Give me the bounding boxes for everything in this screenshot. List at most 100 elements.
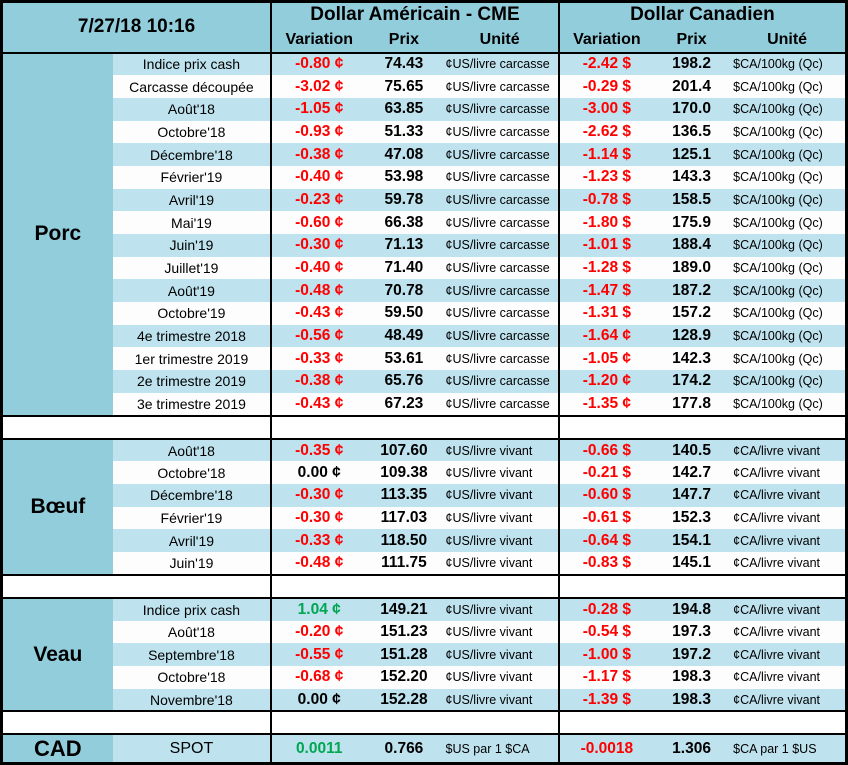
ca-price-cell: 187.2: [653, 279, 730, 303]
row-label-cell: Juin'19: [112, 234, 272, 257]
us-price-cell: 59.78: [366, 188, 442, 212]
row-label-cell: 4e trimestre 2018: [112, 324, 272, 348]
ca-price-cell: 143.3: [653, 165, 730, 189]
us-variation-cell: -3.02 ¢: [270, 75, 367, 98]
us-unit-cell: ¢US/livre carcasse: [441, 120, 559, 144]
ca-unit-cell: $CA/100kg (Qc): [729, 392, 847, 416]
ca-price-cell: 147.7: [653, 484, 730, 507]
table-row: Juin'19 -0.48 ¢ 111.75 ¢US/livre vivant …: [2, 552, 847, 575]
ca-unit-cell: ¢CA/livre vivant: [729, 665, 847, 689]
ca-unit-cell: $CA/100kg (Qc): [729, 347, 847, 371]
ca-variation-cell: -0.54 $: [557, 620, 654, 644]
us-price-cell: 151.23: [366, 620, 442, 644]
row-label-cell: Décembre'18: [112, 143, 272, 166]
section-veau: Veau Indice prix cash 1.04 ¢ 149.21 ¢US/l…: [1, 597, 847, 712]
table-row: Août'19 -0.48 ¢ 70.78 ¢US/livre carcasse…: [2, 279, 847, 303]
table-row: Avril'19 -0.23 ¢ 59.78 ¢US/livre carcass…: [2, 188, 847, 212]
ca-price-cell: 175.9: [653, 211, 730, 234]
us-unit-cell: ¢US/livre carcasse: [441, 52, 559, 76]
us-variation-cell: -1.05 ¢: [270, 97, 367, 121]
us-variation-cell: -0.48 ¢: [270, 552, 367, 575]
us-price-cell: 109.38: [366, 461, 442, 485]
us-price-cell: 74.43: [366, 52, 442, 76]
table-row: Octobre'19 -0.43 ¢ 59.50 ¢US/livre carca…: [2, 302, 847, 325]
us-variation-cell: -0.93 ¢: [270, 120, 367, 144]
us-variation-cell: -0.38 ¢: [270, 143, 367, 166]
ca-variation-cell: -1.14 $: [557, 143, 654, 166]
row-label-cell: Août'18: [112, 97, 272, 121]
section-gap: [1, 414, 847, 440]
ca-unit-cell: $CA/100kg (Qc): [729, 75, 847, 98]
category-cell: CAD: [1, 734, 113, 764]
ca-unit-cell: ¢CA/livre vivant: [729, 552, 847, 575]
us-price-cell: 107.60: [366, 438, 442, 462]
row-label-cell: Septembre'18: [112, 643, 272, 666]
table-row: CAD SPOT 0.0011 0.766 $US par 1 $CA -0.00…: [1, 734, 847, 764]
us-unit-cell: ¢US/livre carcasse: [441, 211, 559, 234]
us-variation-cell: -0.33 ¢: [270, 529, 367, 553]
table-row: Février'19 -0.30 ¢ 117.03 ¢US/livre viva…: [2, 506, 847, 530]
us-price-cell: 113.35: [366, 484, 442, 507]
us-variation-cell: -0.56 ¢: [270, 324, 367, 348]
ca-variation-cell: -0.21 $: [557, 461, 654, 485]
ca-price-cell: 198.3: [653, 688, 730, 712]
us-unit-cell: ¢US/livre carcasse: [441, 279, 559, 303]
ca-unit-cell: $CA/100kg (Qc): [729, 188, 847, 212]
ca-variation-cell: -2.42 $: [557, 52, 654, 76]
gap-cell: [1, 573, 272, 599]
ca-price-cell: 201.4: [653, 75, 730, 98]
us-price-cell: 117.03: [366, 506, 442, 530]
ca-variation-cell: -1.20 ¢: [557, 370, 654, 393]
gap-cell: [557, 414, 847, 440]
ca-unit-cell: $CA/100kg (Qc): [729, 165, 847, 189]
row-label-cell: Octobre'18: [112, 665, 272, 689]
us-price-cell: 111.75: [366, 552, 442, 575]
ca-price-cell: 152.3: [653, 506, 730, 530]
table-row: Carcasse découpée -3.02 ¢ 75.65 ¢US/livr…: [2, 75, 847, 98]
row-label-cell: Mai'19: [112, 211, 272, 234]
ca-unit-cell: ¢CA/livre vivant: [729, 620, 847, 644]
us-price-cell: 70.78: [366, 279, 442, 303]
row-label-cell: Octobre'18: [112, 461, 272, 485]
ca-price-cell: 128.9: [653, 324, 730, 348]
row-label-cell: 2e trimestre 2019: [112, 370, 272, 393]
us-price-cell: 152.28: [366, 688, 442, 712]
row-label-cell: 3e trimestre 2019: [112, 392, 272, 416]
us-variation-cell: -0.80 ¢: [270, 52, 367, 76]
ca-unit-cell: ¢CA/livre vivant: [729, 506, 847, 530]
row-label-cell: Juin'19: [112, 552, 272, 575]
table-row: Août'18 -0.20 ¢ 151.23 ¢US/livre vivant …: [2, 620, 847, 644]
ca-unit-cell: $CA par 1 $US: [729, 734, 847, 764]
table-row: Juillet'19 -0.40 ¢ 71.40 ¢US/livre carca…: [2, 256, 847, 280]
ca-price-cell: 125.1: [653, 143, 730, 166]
us-price-cell: 65.76: [366, 370, 442, 393]
us-variation-column-header: Variation: [270, 27, 367, 54]
ca-unit-cell: ¢CA/livre vivant: [729, 438, 847, 462]
ca-unit-cell: $CA/100kg (Qc): [729, 279, 847, 303]
ca-unit-cell: $CA/100kg (Qc): [729, 143, 847, 166]
ca-price-cell: 198.2: [653, 52, 730, 76]
ca-variation-cell: -1.17 $: [557, 665, 654, 689]
us-price-cell: 71.40: [366, 256, 442, 280]
table-row: Bœuf Août'18 -0.35 ¢ 107.60 ¢US/livre viv…: [1, 438, 847, 575]
row-label-cell: Août'19: [112, 279, 272, 303]
us-unit-cell: ¢US/livre carcasse: [441, 302, 559, 325]
us-unit-cell: ¢US/livre vivant: [441, 552, 559, 575]
ca-unit-cell: ¢CA/livre vivant: [729, 461, 847, 485]
ca-variation-cell: -1.00 $: [557, 643, 654, 666]
us-price-cell: 75.65: [366, 75, 442, 98]
ca-unit-cell: ¢CA/livre vivant: [729, 529, 847, 553]
table-row: Février'19 -0.40 ¢ 53.98 ¢US/livre carca…: [2, 165, 847, 189]
section-boeuf: Bœuf Août'18 -0.35 ¢ 107.60 ¢US/livre viv…: [1, 438, 847, 575]
us-price-cell: 149.21: [366, 597, 442, 621]
row-label-cell: Juillet'19: [112, 256, 272, 280]
gap-cell: [270, 710, 559, 736]
table-row: Novembre'18 0.00 ¢ 152.28 ¢US/livre viva…: [2, 688, 847, 712]
us-unit-cell: ¢US/livre vivant: [441, 484, 559, 507]
us-variation-cell: -0.30 ¢: [270, 234, 367, 257]
ca-variation-cell: -1.80 $: [557, 211, 654, 234]
row-label-cell: Août'18: [112, 438, 272, 462]
us-unit-cell: $US par 1 $CA: [441, 734, 559, 764]
category-cell: Veau: [1, 597, 113, 712]
